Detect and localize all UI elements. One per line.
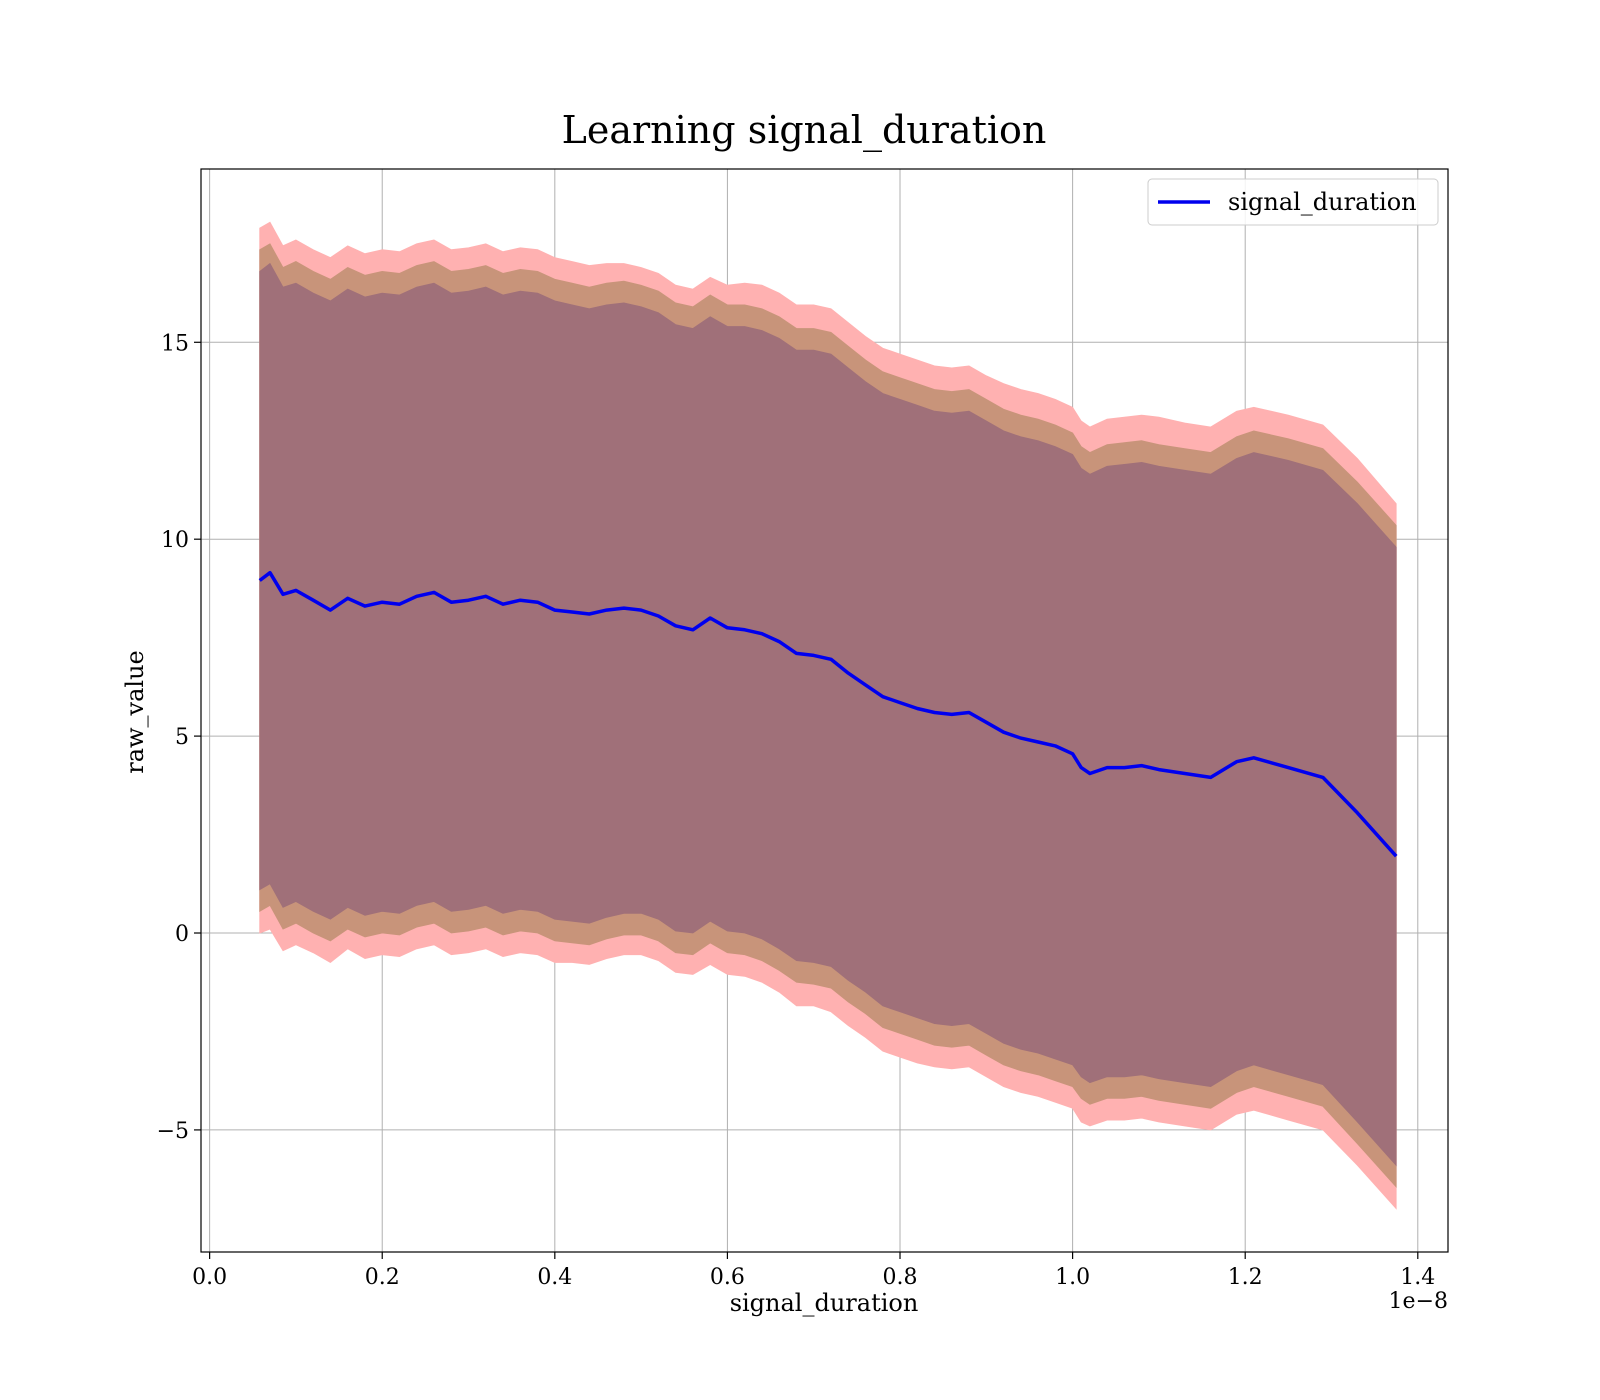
y-axis-label: raw_value [121, 650, 149, 774]
y-tick-label: 15 [161, 331, 189, 356]
y-axis: −5 0 5 10 15 [157, 331, 201, 1144]
x-tick-label: 1.0 [1055, 1265, 1090, 1290]
x-tick-label: 0.0 [192, 1265, 227, 1290]
legend-box [1147, 178, 1439, 226]
x-tick-label: 0.2 [365, 1265, 400, 1290]
plot-frame [200, 168, 1449, 1253]
series-lines [258, 570, 1398, 858]
x-tick-label: 0.4 [537, 1265, 572, 1290]
confidence-band-3 [259, 262, 1397, 1167]
x-axis-offset-label: 1e−8 [1389, 1289, 1448, 1314]
y-tick-label: −5 [157, 1119, 189, 1144]
x-tick-label: 1.2 [1228, 1265, 1263, 1290]
plot-area [200, 168, 1449, 1253]
x-axis-label: signal_duration [730, 1289, 919, 1317]
x-tick-label: 1.4 [1400, 1265, 1435, 1290]
series-line-signal-duration [258, 570, 1398, 858]
confidence-bands [259, 221, 1397, 1210]
chart-title: Learning signal_duration [562, 108, 1047, 153]
x-tick-label: 0.6 [710, 1265, 745, 1290]
y-tick-label: 10 [161, 528, 189, 553]
legend-entry-signal-duration: signal_duration [1228, 188, 1417, 216]
x-tick-label: 0.8 [883, 1265, 918, 1290]
x-axis: 0.0 0.2 0.4 0.6 0.8 1.0 1.2 1.4 [192, 1252, 1435, 1290]
y-tick-label: 0 [175, 922, 189, 947]
y-tick-label: 5 [175, 725, 189, 750]
legend: signal_duration [1147, 178, 1439, 226]
